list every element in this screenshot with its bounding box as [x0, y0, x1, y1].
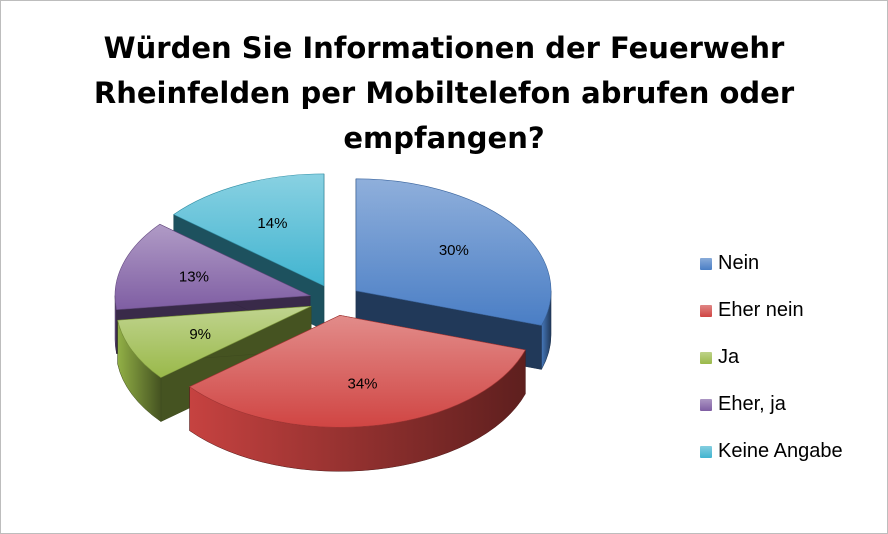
chart-title: Würden Sie Informationen der Feuerwehr R…: [0, 26, 888, 161]
legend-item-ja: Ja: [700, 334, 843, 381]
pie-slice-eher-nein: [189, 315, 526, 428]
pie-data-label: 9%: [189, 326, 211, 343]
legend-swatch: [700, 304, 712, 317]
chart-title-line-3: empfangen?: [343, 121, 545, 155]
pie-slice-eher-ja: [114, 223, 312, 311]
legend-label: Nein: [718, 252, 760, 274]
pie-slice-keine-angabe: [173, 173, 325, 287]
chart-title-line-1: Würden Sie Informationen der Feuerwehr: [103, 31, 785, 65]
legend-swatch: [700, 398, 712, 411]
pie-data-label: 14%: [257, 215, 287, 232]
legend-swatch: [700, 351, 712, 364]
legend-label: Eher, ja: [718, 393, 786, 415]
legend-item-eher-ja: Eher, ja: [700, 381, 843, 428]
chart-legend: Nein Eher nein Ja Eher, ja Keine Angabe: [700, 240, 843, 475]
legend-label: Ja: [718, 346, 740, 368]
pie-slice-ja: [117, 305, 312, 378]
legend-swatch: [700, 445, 712, 458]
legend-label: Eher nein: [718, 299, 804, 321]
legend-swatch: [700, 257, 712, 270]
pie-data-label: 34%: [348, 376, 378, 393]
pie-data-label: 30%: [439, 242, 469, 259]
chart-title-line-2: Rheinfelden per Mobiltelefon abrufen ode…: [93, 76, 795, 110]
legend-item-keine-angabe: Keine Angabe: [700, 428, 843, 475]
legend-item-eher-nein: Eher nein: [700, 287, 843, 334]
legend-label: Keine Angabe: [718, 440, 843, 462]
pie-data-label: 13%: [179, 268, 209, 285]
legend-item-nein: Nein: [700, 240, 843, 287]
pie-slice-nein: [355, 178, 552, 326]
